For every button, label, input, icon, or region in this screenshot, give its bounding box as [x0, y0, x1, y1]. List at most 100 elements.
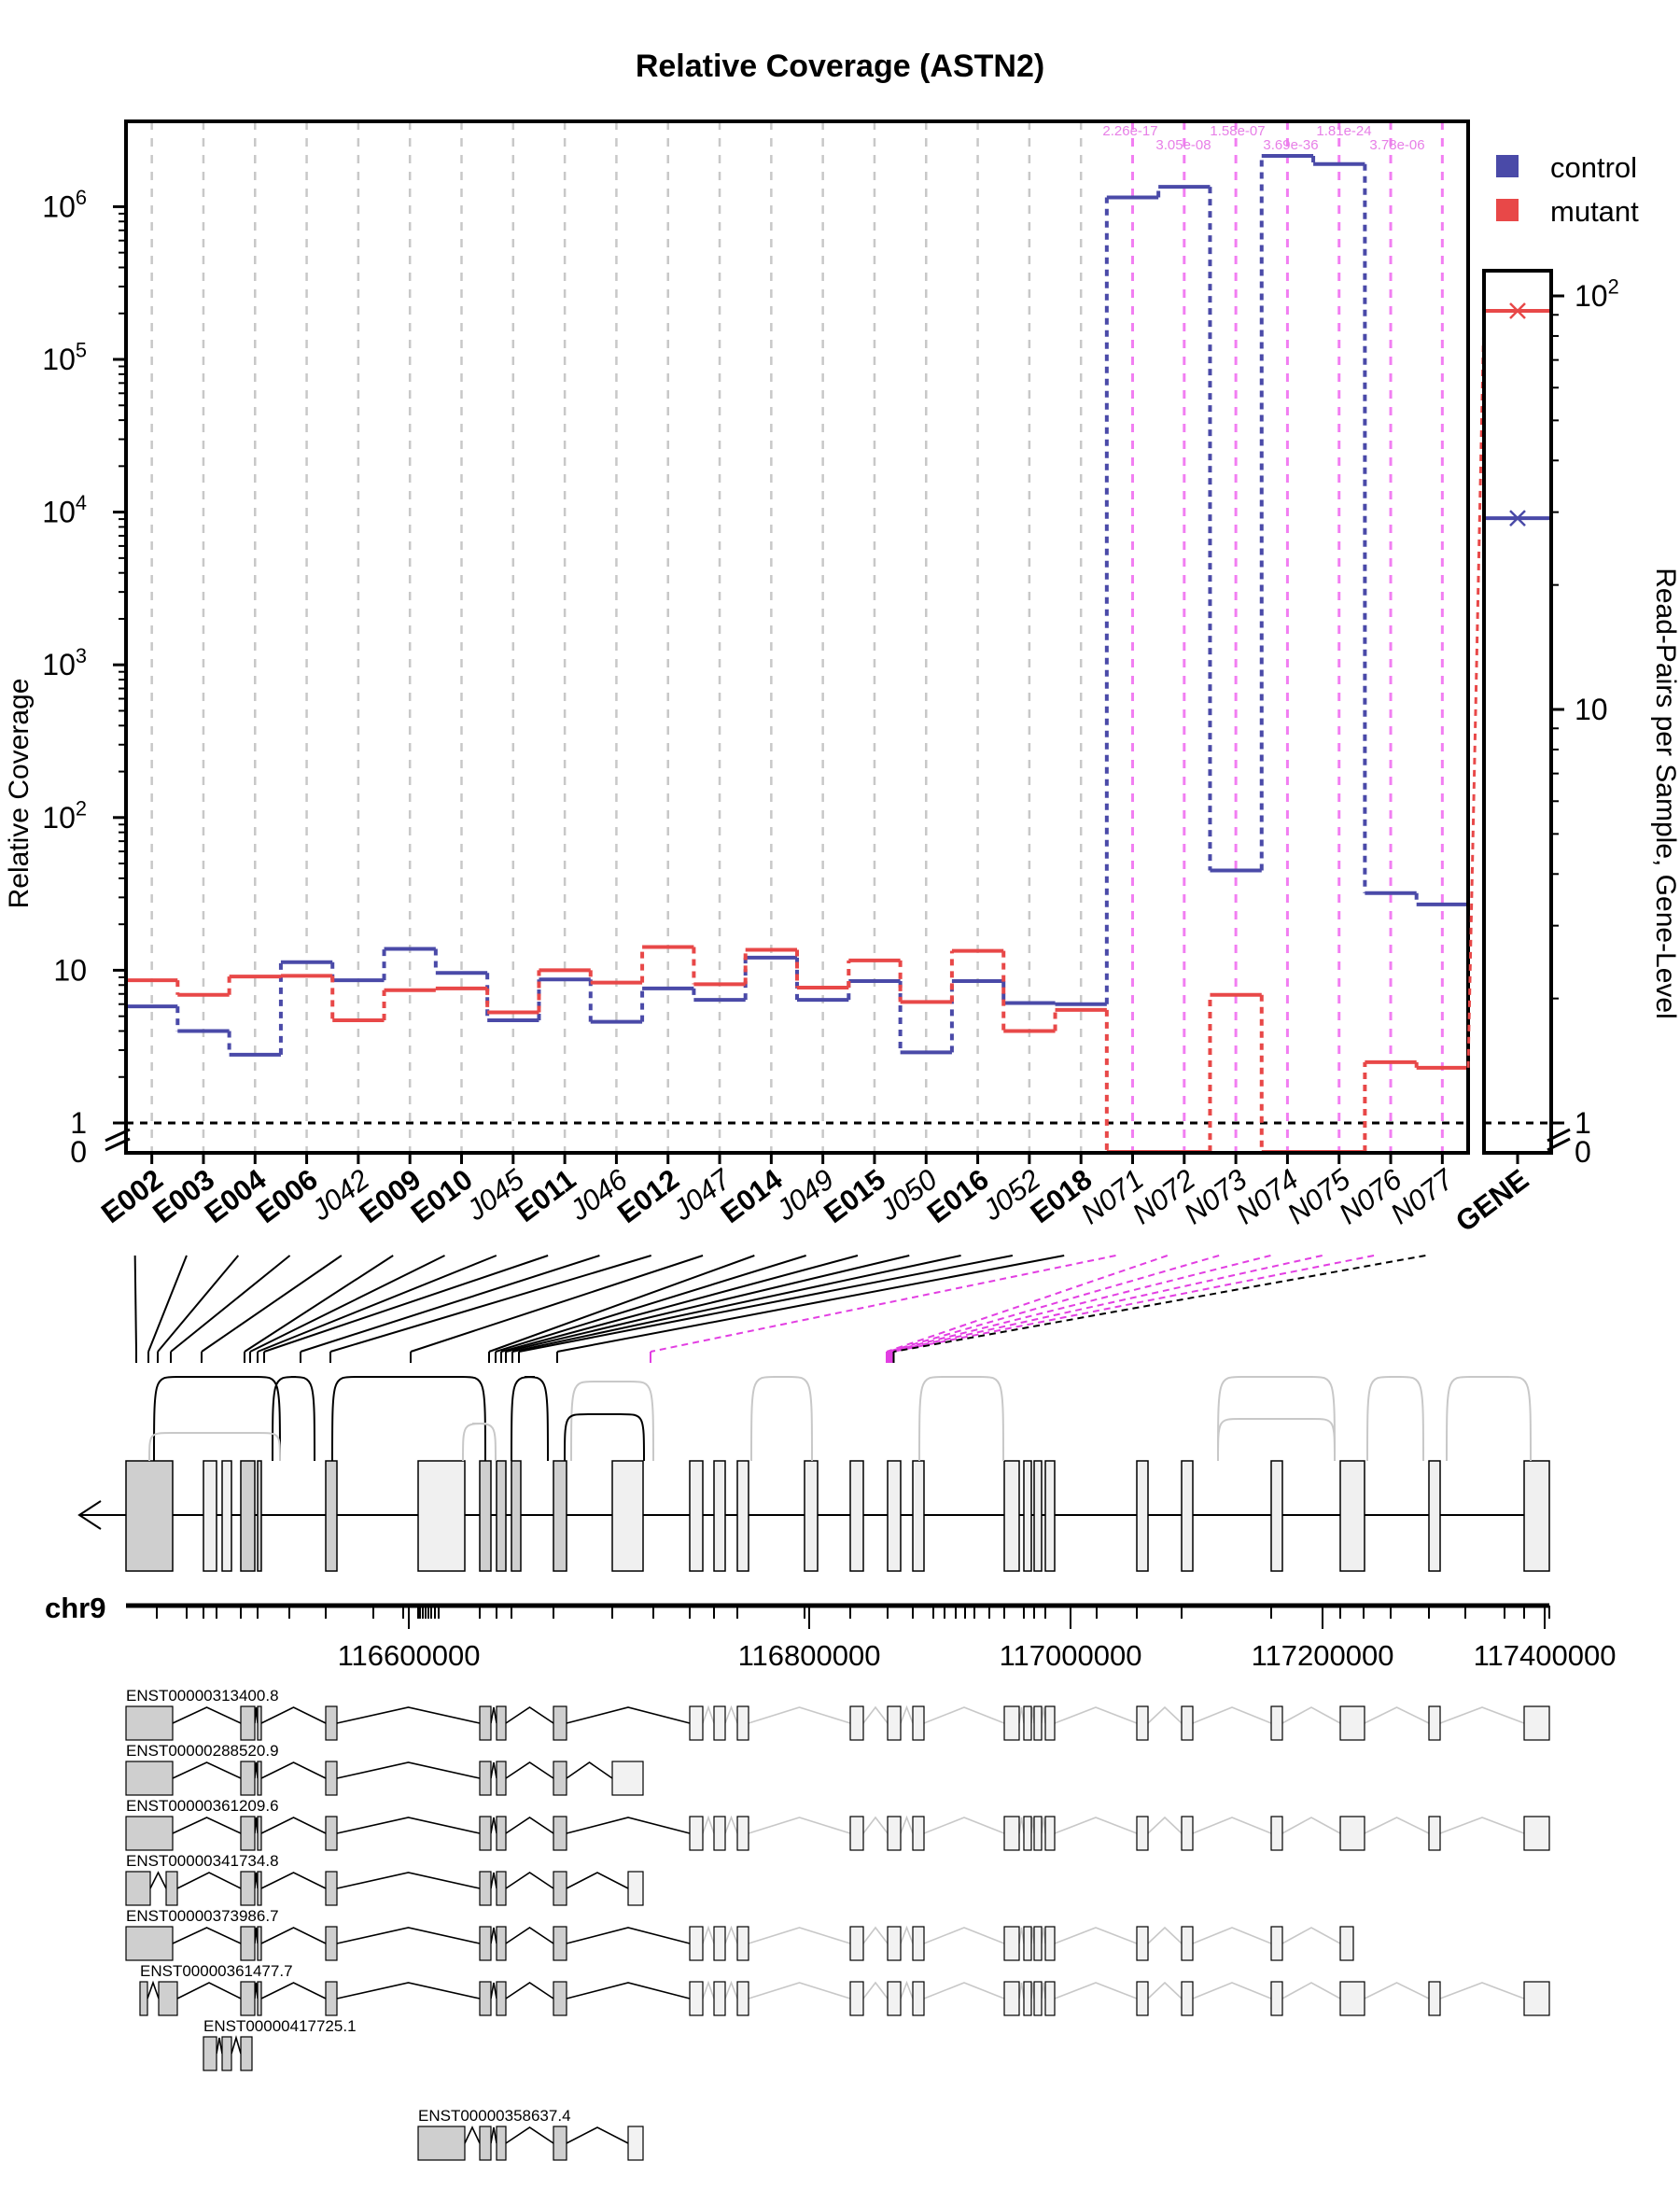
axis-tick-label: 117000000	[1000, 1639, 1142, 1672]
transcript-intron	[336, 1706, 481, 1724]
transcript-exon	[257, 1981, 262, 2016]
transcript-exon	[1523, 1981, 1550, 2016]
label-connector	[263, 1255, 549, 1353]
junction-arc	[153, 1376, 281, 1462]
exon	[257, 1460, 262, 1572]
gene-level-plot: 1 10 102 0 GENE	[1449, 269, 1619, 1238]
transcript-label: ENST00000373986.7	[126, 1907, 279, 1925]
transcript-intron	[464, 2126, 481, 2144]
transcript-exon	[479, 1816, 492, 1851]
exon	[1270, 1460, 1283, 1572]
transcript-exon	[496, 1871, 507, 1906]
transcript-exon	[479, 1761, 492, 1796]
transcript-intron	[1147, 1705, 1183, 1724]
transcript-exon	[1181, 1816, 1194, 1851]
transcript-exon	[240, 1871, 256, 1906]
transcript-exon	[325, 1926, 338, 1961]
transcript-exon	[1044, 1926, 1056, 1961]
label-connector	[556, 1255, 1065, 1353]
exon	[912, 1460, 925, 1572]
transcript-intron	[490, 1706, 497, 1724]
transcript-intron	[748, 1927, 851, 1944]
transcript-intron	[490, 1927, 497, 1944]
transcript-intron	[231, 2035, 242, 2055]
transcript-exon	[125, 1761, 174, 1796]
transcript-intron	[862, 1981, 889, 2000]
transcript-intron	[1147, 1816, 1183, 1834]
y-tick-label: 103	[42, 644, 87, 681]
label-connector	[890, 1255, 1323, 1353]
transcript-intron	[1281, 1817, 1341, 1834]
transcript-intron	[505, 2126, 554, 2144]
transcript-intron	[566, 1817, 691, 1834]
transcript-intron	[1281, 1927, 1341, 1944]
transcript-exon	[496, 1926, 507, 1961]
transcript-label: ENST00000358637.4	[418, 2107, 571, 2125]
junction-arc	[918, 1376, 1004, 1462]
series-mutant	[126, 945, 1468, 1154]
label-connector	[157, 1255, 240, 1353]
transcript-exon	[1136, 1926, 1149, 1961]
transcript-label: ENST00000361209.6	[126, 1797, 279, 1815]
transcript-exon	[553, 2126, 567, 2161]
transcript-exon	[257, 1816, 262, 1851]
transcript-exon	[912, 1816, 925, 1851]
legend-label-mutant: mutant	[1550, 195, 1639, 228]
transcript-intron	[1041, 1706, 1046, 1724]
transcript-exon	[221, 2036, 232, 2071]
label-connector	[500, 1255, 859, 1353]
junction-arc	[564, 1413, 645, 1462]
transcript-exon	[479, 1871, 492, 1906]
series-control	[126, 154, 1468, 1057]
exon	[1136, 1460, 1149, 1572]
transcript-intron	[1041, 1817, 1046, 1834]
transcript-exon	[325, 1705, 338, 1741]
transcript-intron	[900, 1925, 914, 1944]
gene-plot-frame	[1482, 269, 1553, 1155]
transcript-intron	[1147, 1981, 1183, 2000]
transcript-exon	[240, 1816, 256, 1851]
transcript-exon	[257, 1926, 262, 1961]
y-axis-label: Relative Coverage	[4, 679, 35, 909]
transcript-intron	[566, 1982, 691, 2000]
exon	[325, 1460, 338, 1572]
transcript-exon	[849, 1816, 864, 1851]
transcript-exon	[496, 1705, 507, 1741]
transcript-intron	[1439, 1706, 1525, 1724]
transcript-exon	[1033, 1981, 1043, 2016]
transcript-intron	[900, 1815, 914, 1834]
transcript-exon	[1023, 1705, 1032, 1741]
transcript-exon	[1003, 1705, 1020, 1741]
axis-break	[105, 1137, 131, 1152]
y-tick-label: 1	[70, 1106, 87, 1140]
transcript-intron	[923, 1706, 1005, 1724]
transcript-intron	[702, 1815, 715, 1834]
transcript-intron	[1281, 1706, 1341, 1724]
transcript-label: ENST00000417725.1	[203, 2017, 357, 2035]
exon	[611, 1460, 644, 1572]
transcript-exon	[736, 1981, 749, 2016]
transcript-exon	[1003, 1981, 1020, 2016]
transcript-exon	[325, 1816, 338, 1851]
transcript-intron	[862, 1926, 889, 1944]
transcript-exon	[1136, 1981, 1149, 2016]
transcript-intron	[336, 1872, 481, 1889]
transcript-intron	[505, 1761, 554, 1779]
label-connector	[257, 1255, 497, 1353]
transcript-exon	[553, 1761, 567, 1796]
gene-y-tick-label: 0	[1575, 1135, 1591, 1169]
legend-swatch-control	[1496, 155, 1519, 177]
transcript-exon	[125, 1926, 174, 1961]
junction-arc	[148, 1432, 281, 1462]
exon	[1023, 1460, 1032, 1572]
transcript-exon	[553, 1981, 567, 2016]
transcript-intron	[1018, 1982, 1025, 2000]
y-tick-label: 10	[53, 953, 87, 987]
transcript-exon	[1339, 1926, 1354, 1961]
axis-break	[1547, 1128, 1571, 1143]
transcript-intron	[260, 1872, 327, 1889]
label-connector	[249, 1255, 445, 1353]
y-tick-label: 104	[42, 491, 87, 528]
transcript-exon	[496, 2126, 507, 2161]
